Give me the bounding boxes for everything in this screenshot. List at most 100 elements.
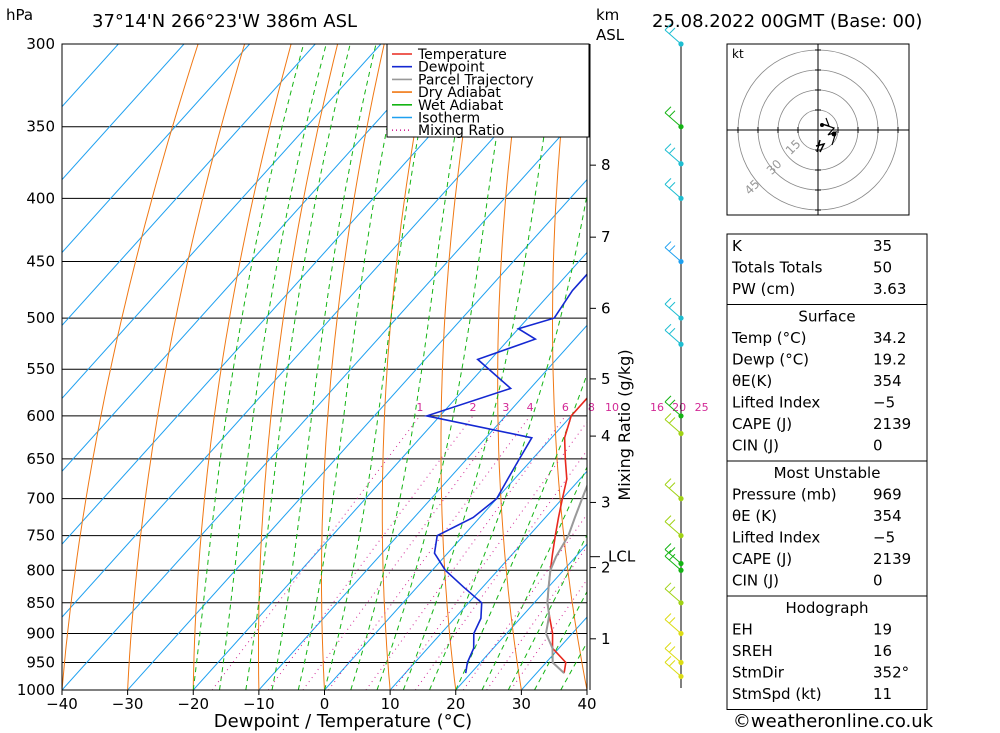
index-value: 0 bbox=[873, 572, 883, 590]
height-tick-label: 5 bbox=[601, 370, 611, 388]
wet-adiabat bbox=[350, 44, 472, 690]
wet-adiabat bbox=[455, 372, 587, 690]
x-tick-label: −10 bbox=[243, 695, 275, 713]
wind-barb-icon bbox=[664, 106, 682, 128]
wind-barb-icon bbox=[664, 178, 682, 199]
general-indices-box bbox=[726, 233, 928, 305]
legend-entry: Wet Adiabat bbox=[418, 98, 504, 114]
mixing-ratio-label: 25 bbox=[695, 401, 709, 414]
height-tick-label: 3 bbox=[601, 493, 611, 511]
mixing-ratio-line bbox=[302, 415, 507, 690]
mixing-ratio-label: 10 bbox=[605, 401, 619, 414]
x-tick-label: 0 bbox=[320, 695, 330, 713]
wet-adiabat bbox=[245, 44, 351, 690]
height-tick-label: 7 bbox=[601, 228, 611, 246]
legend-entry: Parcel Trajectory bbox=[418, 72, 534, 88]
index-value: 2139 bbox=[873, 550, 911, 568]
isotherm-10 bbox=[389, 470, 587, 690]
isotherm--10 bbox=[258, 324, 587, 690]
pressure-tick-label: 900 bbox=[26, 624, 55, 642]
index-value: 34.2 bbox=[873, 329, 906, 347]
wet-adiabat bbox=[534, 590, 587, 690]
x-tick-label: −30 bbox=[112, 695, 144, 713]
isotherm--80 bbox=[62, 44, 382, 400]
index-label: CIN (J) bbox=[732, 437, 779, 455]
isotherm-0 bbox=[323, 397, 587, 690]
pressure-tick-label: 1000 bbox=[17, 681, 55, 699]
index-value: 19.2 bbox=[873, 351, 906, 369]
most-unstable-indices-title: Most Unstable bbox=[774, 464, 881, 482]
hodograph-point bbox=[820, 123, 824, 127]
pressure-tick-label: 450 bbox=[26, 253, 55, 271]
x-tick-label: 20 bbox=[446, 695, 465, 713]
x-axis-label: Dewpoint / Temperature (°C) bbox=[214, 711, 472, 732]
index-value: 50 bbox=[873, 259, 892, 277]
mixing-ratio-label: 8 bbox=[588, 401, 595, 414]
x-tick-label: 40 bbox=[577, 695, 596, 713]
index-label: Dewp (°C) bbox=[732, 351, 809, 369]
wet-adiabat bbox=[271, 44, 377, 690]
datetime-title: 25.08.2022 00GMT (Base: 00) bbox=[652, 11, 922, 32]
pressure-tick-label: 500 bbox=[26, 309, 55, 327]
pressure-unit-label: hPa bbox=[6, 6, 33, 24]
mixing-ratio-line bbox=[510, 578, 587, 690]
pressure-tick-label: 300 bbox=[26, 35, 55, 53]
indices-panel: K 35 Totals Totals 50 PW (cm) 3.63 Surface Temp… bbox=[726, 233, 928, 710]
km-unit-label: km bbox=[596, 6, 619, 24]
mixing-ratio-label: 2 bbox=[470, 401, 477, 414]
index-value: 354 bbox=[873, 372, 902, 390]
skewt-axes: 3003504004505005506006507007508008509009… bbox=[17, 35, 597, 713]
pressure-tick-label: 700 bbox=[26, 490, 55, 508]
mixing-ratio-line bbox=[211, 415, 421, 690]
index-label: StmSpd (kt) bbox=[732, 685, 822, 703]
index-value: 0 bbox=[873, 437, 883, 455]
dry-adiabat bbox=[497, 44, 525, 690]
index-value: 35 bbox=[873, 237, 892, 255]
dry-adiabat bbox=[657, 7, 725, 716]
index-label: Pressure (mb) bbox=[732, 486, 837, 504]
pressure-tick-label: 600 bbox=[26, 407, 55, 425]
dry-adiabat bbox=[62, 44, 199, 690]
height-axis: 1 2 3 4 5 6 7 8 LCL bbox=[589, 44, 636, 690]
index-value: 19 bbox=[873, 621, 892, 639]
index-label: θE (K) bbox=[732, 507, 777, 525]
isotherm--100 bbox=[62, 44, 251, 254]
index-label: Lifted Index bbox=[732, 394, 820, 412]
hodograph-trace bbox=[821, 117, 837, 146]
asl-unit-label: ASL bbox=[596, 26, 625, 44]
dewpoint-line bbox=[423, 273, 587, 674]
x-tick-label: −20 bbox=[177, 695, 209, 713]
pressure-tick-label: 750 bbox=[26, 527, 55, 545]
index-value: 11 bbox=[873, 685, 892, 703]
parcel-line bbox=[544, 483, 587, 674]
index-label: K bbox=[732, 237, 743, 255]
height-tick-label: 8 bbox=[601, 156, 611, 174]
height-tick-label: 6 bbox=[601, 299, 611, 317]
index-label: PW (cm) bbox=[732, 280, 795, 298]
wind-barb-icon bbox=[664, 241, 682, 262]
mixing-ratio-label: 20 bbox=[672, 401, 686, 414]
height-tick-label: 4 bbox=[601, 427, 611, 445]
index-label: CIN (J) bbox=[732, 572, 779, 590]
index-label: Temp (°C) bbox=[731, 329, 806, 347]
dry-adiabat bbox=[381, 44, 432, 690]
pressure-tick-label: 550 bbox=[26, 360, 55, 378]
mixing-ratio-label: 3 bbox=[502, 401, 509, 414]
index-value: 16 bbox=[873, 642, 892, 660]
hodograph-indices-box bbox=[726, 595, 928, 710]
mixing-ratio-label: 4 bbox=[527, 401, 534, 414]
most-unstable-indices-box bbox=[726, 460, 928, 597]
copyright-footer: ©weatheronline.co.uk bbox=[733, 711, 934, 732]
wind-barb-icon bbox=[664, 582, 682, 604]
legend-entry: Mixing Ratio bbox=[418, 123, 504, 139]
mixing-ratio-label: 16 bbox=[650, 401, 664, 414]
pressure-tick-label: 950 bbox=[26, 653, 55, 671]
index-value: −5 bbox=[873, 529, 895, 547]
wind-barb-icon bbox=[664, 23, 682, 45]
mixing-ratio-line bbox=[365, 415, 566, 690]
isotherm--20 bbox=[192, 251, 587, 690]
